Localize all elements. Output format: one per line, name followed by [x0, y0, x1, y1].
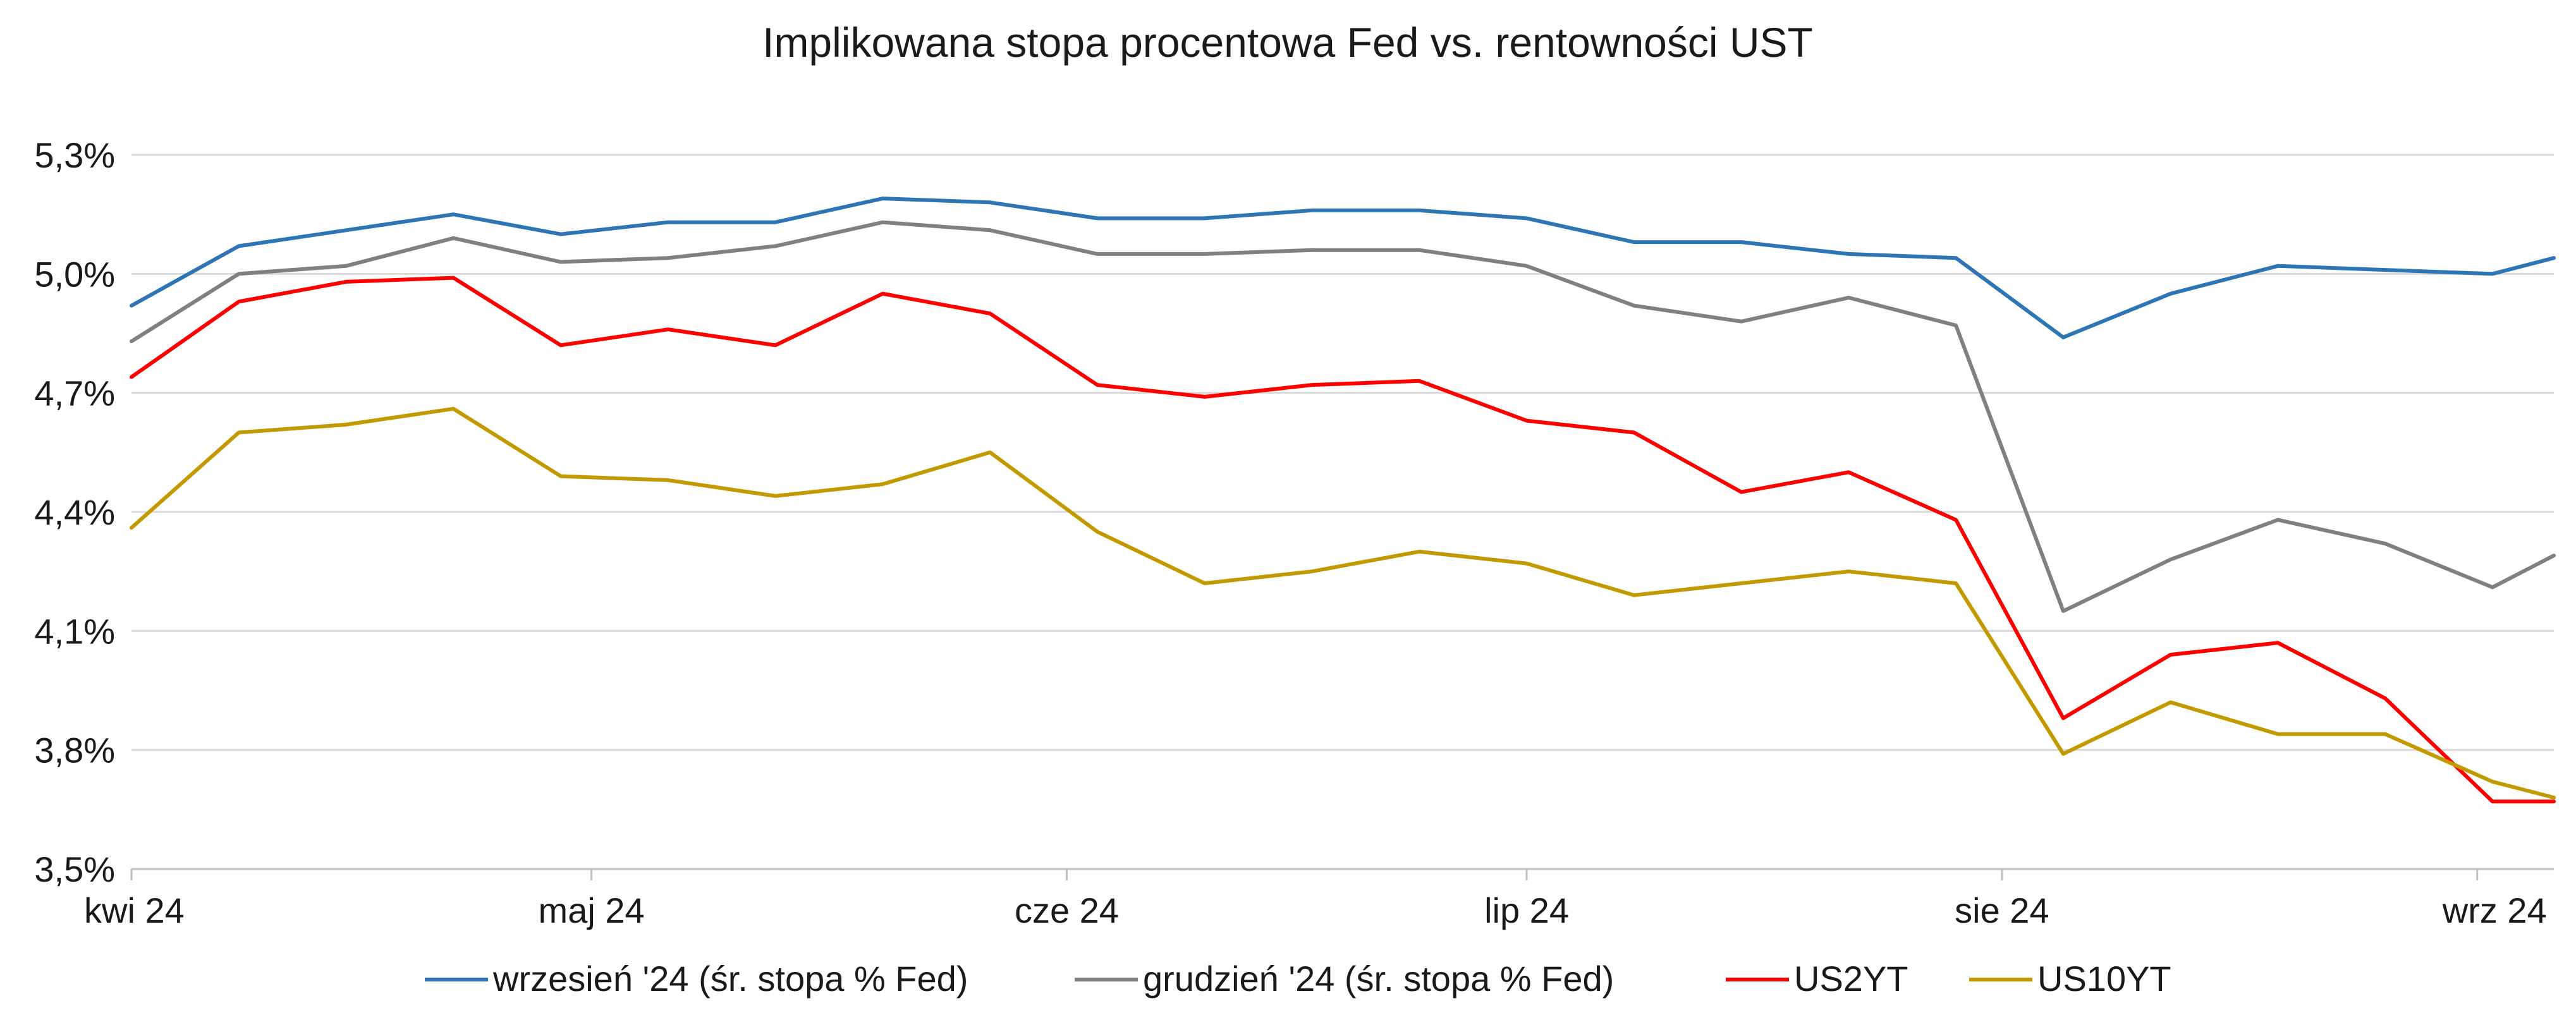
series-line-0: [130, 197, 2556, 339]
legend-label: US10YT: [2037, 959, 2171, 999]
legend-label: US2YT: [1794, 959, 1908, 999]
y-tick-label: 5,3%: [34, 135, 115, 175]
x-tick-label: lip 24: [1484, 890, 1569, 930]
x-axis-ticks: kwi 24 maj 24 cze 24 lip 24 sie 24 wrz 24: [84, 869, 2547, 930]
y-tick-label: 4,1%: [34, 611, 115, 651]
y-tick-label: 5,0%: [34, 254, 115, 294]
x-tick-label: sie 24: [1955, 890, 2049, 930]
y-tick-label: 3,5%: [34, 849, 115, 889]
series-line-2: [130, 276, 2556, 804]
y-tick-label: 4,4%: [34, 492, 115, 532]
legend-label: grudzień '24 (śr. stopa % Fed): [1143, 959, 1614, 999]
x-tick-label: kwi 24: [84, 890, 185, 930]
legend: wrzesień '24 (śr. stopa % Fed) grudzień '…: [425, 959, 2171, 999]
x-tick-label: wrz 24: [2442, 890, 2547, 930]
series-line-3: [130, 406, 2556, 799]
series-lines: [130, 197, 2556, 804]
x-tick-label: cze 24: [1015, 890, 1119, 930]
legend-label: wrzesień '24 (śr. stopa % Fed): [492, 959, 968, 999]
x-tick-label: maj 24: [539, 890, 645, 930]
y-tick-label: 4,7%: [34, 373, 115, 413]
gridlines: [131, 154, 2554, 751]
y-tick-label: 3,8%: [34, 731, 115, 770]
series-line-1: [130, 220, 2556, 613]
chart-title: Implikowana stopa procentowa Fed vs. ren…: [762, 19, 1813, 66]
y-axis-ticks: 3,5% 3,8% 4,1% 4,4% 4,7% 5,0% 5,3%: [34, 135, 115, 889]
